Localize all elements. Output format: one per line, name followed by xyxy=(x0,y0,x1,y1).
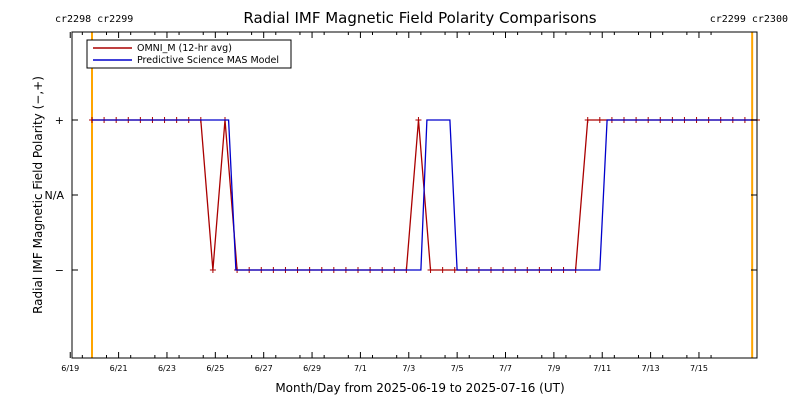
data-point-omni xyxy=(427,267,434,273)
legend-label-omni: OMNI_M (12-hr avg) xyxy=(137,43,232,54)
x-tick-label: 7/9 xyxy=(547,364,560,373)
legend: OMNI_M (12-hr avg) Predictive Science MA… xyxy=(86,39,292,69)
x-tick-label: 6/25 xyxy=(206,364,224,373)
x-tick-label: 7/5 xyxy=(451,364,464,373)
data-point-omni xyxy=(439,267,446,273)
data-point-omni xyxy=(584,117,591,123)
x-tick-label: 6/27 xyxy=(255,364,273,373)
legend-label-mas: Predictive Science MAS Model xyxy=(137,55,279,66)
chart-title: Radial IMF Magnetic Field Polarity Compa… xyxy=(243,9,596,27)
x-tick-label: 6/21 xyxy=(110,364,128,373)
x-tick-label: 7/13 xyxy=(642,364,660,373)
carrington-label-right: cr2299 cr2300 xyxy=(710,14,788,25)
x-tick-label: 6/19 xyxy=(61,364,79,373)
data-point-omni xyxy=(209,267,216,273)
data-point-omni xyxy=(596,117,603,123)
y-tick-label: − xyxy=(55,264,64,277)
y-axis-label: Radial IMF Magnetic Field Polarity (−,+) xyxy=(31,76,45,314)
x-axis-label: Month/Day from 2025-06-19 to 2025-07-16 … xyxy=(275,381,564,395)
series-line-mas xyxy=(92,119,757,271)
y-tick-label: N/A xyxy=(45,189,65,202)
data-point-omni xyxy=(415,117,422,123)
x-tick-label: 7/3 xyxy=(402,364,415,373)
carrington-label-left: cr2298 cr2299 xyxy=(55,14,133,25)
legend-box xyxy=(86,39,292,69)
x-tick-label: 7/15 xyxy=(690,364,708,373)
y-tick-label: + xyxy=(55,114,64,127)
x-tick-label: 7/11 xyxy=(593,364,611,373)
x-tick-label: 6/29 xyxy=(303,364,321,373)
x-tick-label: 6/23 xyxy=(158,364,176,373)
x-tick-label: 7/1 xyxy=(354,364,367,373)
x-tick-label: 7/7 xyxy=(499,364,512,373)
